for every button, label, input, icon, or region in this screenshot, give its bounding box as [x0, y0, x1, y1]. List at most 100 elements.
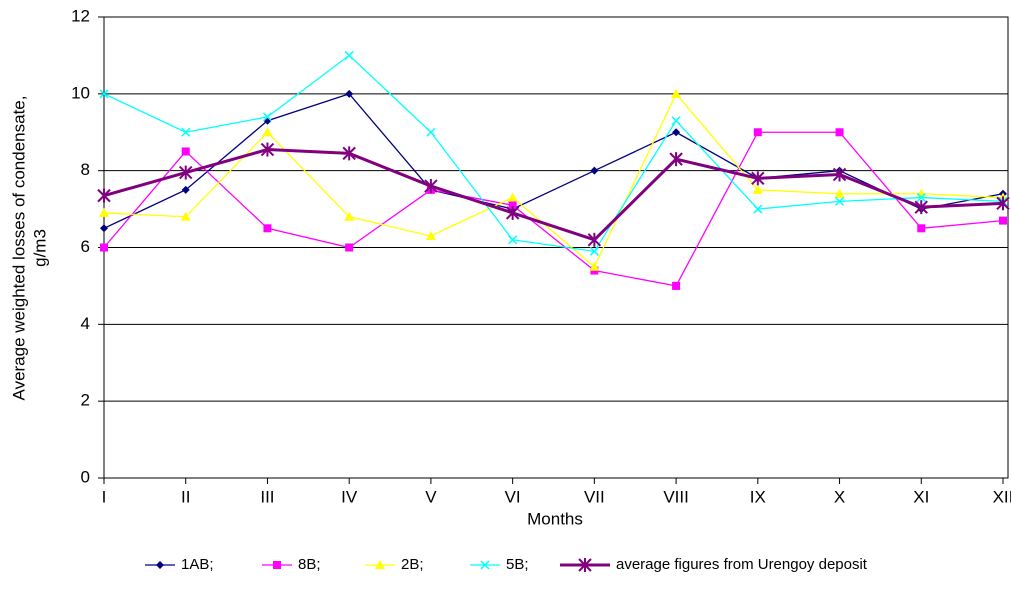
- marker-shape: [507, 192, 518, 202]
- marker: [99, 207, 109, 217]
- marker: [996, 196, 1010, 211]
- marker: [344, 211, 355, 221]
- marker-shape: [999, 216, 1007, 225]
- marker: [97, 188, 111, 203]
- marker-shape: [262, 112, 272, 122]
- marker-shape: [345, 89, 354, 98]
- marker: [181, 185, 190, 194]
- marker-shape: [99, 207, 109, 217]
- x-tick-label: I: [102, 487, 107, 506]
- x-tick-label: IX: [750, 487, 766, 506]
- marker-shape: [589, 246, 599, 256]
- marker: [426, 127, 436, 137]
- marker: [672, 281, 681, 290]
- x-tick-label: X: [834, 487, 845, 506]
- marker-shape: [156, 561, 164, 569]
- legend-label: 2B;: [401, 556, 424, 573]
- marker-shape: [263, 224, 272, 233]
- x-tick-label: XII: [993, 487, 1011, 506]
- marker: [505, 205, 520, 220]
- marker: [100, 243, 108, 252]
- marker: [669, 152, 683, 167]
- y-tick-label: 0: [81, 467, 90, 486]
- marker: [671, 116, 681, 126]
- marker-shape: [273, 561, 281, 569]
- x-tick-label: IV: [341, 487, 358, 506]
- marker: [156, 561, 164, 569]
- marker-shape: [752, 184, 763, 194]
- y-tick-label: 6: [81, 237, 90, 256]
- marker: [262, 112, 272, 122]
- y-axis-label-line: Average weighted losses of condensate,: [9, 96, 28, 401]
- marker: [508, 235, 518, 245]
- marker: [917, 224, 926, 233]
- marker-shape: [375, 560, 385, 569]
- x-tick-label: VII: [584, 487, 605, 506]
- marker: [753, 128, 762, 137]
- marker: [999, 216, 1007, 225]
- x-tick-label: VIII: [663, 487, 689, 506]
- marker: [916, 193, 926, 203]
- marker-shape: [99, 89, 109, 99]
- series-line: [103, 93, 1004, 229]
- marker: [508, 201, 517, 210]
- marker: [100, 224, 108, 233]
- marker: [590, 166, 599, 175]
- marker-shape: [508, 235, 518, 245]
- x-axis-label: Months: [527, 509, 583, 528]
- marker: [587, 232, 602, 247]
- marker: [260, 142, 275, 157]
- legend-label: 5B;: [506, 556, 529, 573]
- marker: [834, 188, 845, 198]
- marker-shape: [753, 128, 762, 137]
- y-tick-label: 4: [81, 314, 90, 333]
- marker: [345, 89, 354, 98]
- marker: [753, 204, 763, 214]
- x-tick-label: VI: [505, 487, 521, 506]
- legend-label: average figures from Urengoy deposit: [616, 556, 868, 573]
- marker-shape: [835, 128, 844, 137]
- marker-shape: [916, 193, 926, 203]
- marker-shape: [671, 88, 682, 98]
- marker: [263, 224, 272, 233]
- marker: [344, 50, 354, 60]
- marker-shape: [671, 116, 681, 126]
- marker: [180, 211, 191, 221]
- marker: [752, 184, 763, 194]
- marker-shape: [181, 127, 191, 137]
- marker: [835, 128, 844, 137]
- marker: [589, 246, 599, 256]
- y-tick-label: 12: [71, 6, 90, 25]
- x-tick-label: III: [260, 487, 274, 506]
- marker: [578, 558, 592, 572]
- y-tick-label: 8: [81, 160, 90, 179]
- marker: [835, 196, 845, 206]
- marker-shape: [100, 243, 108, 252]
- marker-shape: [262, 127, 273, 137]
- marker: [342, 146, 356, 161]
- marker-shape: [590, 166, 599, 175]
- marker-shape: [181, 185, 190, 194]
- series-line: [103, 148, 1004, 242]
- marker-shape: [753, 204, 763, 214]
- marker-shape: [834, 188, 845, 198]
- marker: [181, 127, 191, 137]
- marker-shape: [180, 211, 191, 221]
- marker-shape: [345, 243, 354, 252]
- marker-shape: [917, 224, 926, 233]
- marker-shape: [480, 560, 490, 570]
- marker: [671, 88, 682, 98]
- marker-shape: [344, 211, 355, 221]
- marker: [672, 128, 681, 137]
- marker: [914, 200, 928, 215]
- marker: [480, 560, 490, 570]
- marker: [424, 179, 438, 194]
- x-tick-label: V: [425, 487, 437, 506]
- marker: [181, 147, 190, 156]
- marker: [345, 243, 354, 252]
- series-line: [103, 54, 1004, 253]
- x-tick-label: II: [181, 487, 190, 506]
- marker: [751, 171, 765, 186]
- x-tick-label: XI: [913, 487, 929, 506]
